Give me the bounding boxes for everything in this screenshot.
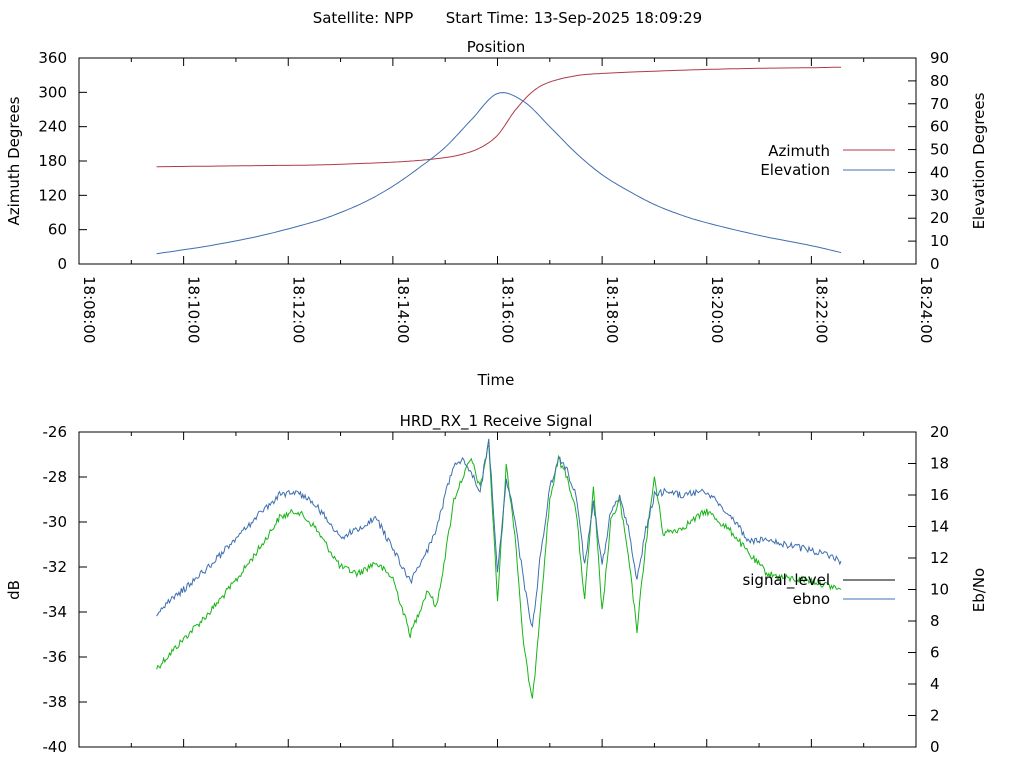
x-tick-label: 18:08:00: [80, 276, 98, 343]
y-tick-label: -40: [43, 738, 68, 756]
y-tick-label: -36: [43, 648, 68, 666]
y2-tick-label: 16: [930, 486, 949, 504]
signal-y-axis-label: dB: [5, 580, 23, 600]
satellite-label: Satellite: NPP: [313, 9, 414, 27]
x-tick-label: 18:10:00: [185, 276, 203, 343]
y2-tick-label: 6: [930, 644, 940, 662]
y2-tick-label: 90: [930, 49, 949, 67]
y2-tick-label: 50: [930, 141, 949, 159]
y2-tick-label: 20: [930, 209, 949, 227]
position-y2-axis-label: Elevation Degrees: [970, 92, 988, 229]
x-tick-label: 18:18:00: [603, 276, 621, 343]
y2-tick-label: 12: [930, 549, 949, 567]
position-title: Position: [467, 38, 525, 56]
y2-tick-label: 18: [930, 455, 949, 473]
y-tick-label: 300: [38, 83, 67, 101]
y-tick-label: -34: [43, 603, 68, 621]
legend-elevation-label: Elevation: [760, 161, 830, 179]
y2-tick-label: 10: [930, 232, 949, 250]
y2-tick-label: 60: [930, 118, 949, 136]
x-tick-label: 18:12:00: [289, 276, 307, 343]
signal-y2-axis-label: Eb/No: [970, 568, 988, 612]
y-tick-label: -32: [43, 558, 68, 576]
y2-tick-label: 70: [930, 95, 949, 113]
x-tick-label: 18:14:00: [394, 276, 412, 343]
legend-ebno-label: ebno: [793, 590, 830, 608]
series-line-azimuth: [156, 66, 841, 168]
y2-tick-label: 4: [930, 675, 940, 693]
y-tick-label: 180: [38, 152, 67, 170]
position-x-axis-label: Time: [477, 371, 515, 389]
series-line-ebno: [156, 438, 842, 629]
legend-signal-level-label: signal_level: [742, 571, 830, 590]
y-tick-label: 60: [48, 221, 67, 239]
signal-title: HRD_RX_1 Receive Signal: [400, 412, 593, 431]
y2-tick-label: 30: [930, 186, 949, 204]
y2-tick-label: 2: [930, 707, 940, 725]
position-legend: Azimuth Elevation: [760, 142, 895, 179]
y-tick-label: 0: [57, 255, 67, 273]
y2-tick-label: 10: [930, 581, 949, 599]
series-line-signal-level: [156, 444, 842, 699]
y2-tick-label: 8: [930, 612, 940, 630]
y-tick-label: -28: [43, 468, 68, 486]
y-tick-label: 360: [38, 49, 67, 67]
y2-tick-label: 40: [930, 163, 949, 181]
signal-legend: signal_level ebno: [742, 571, 895, 608]
series-line-elevation: [156, 92, 842, 255]
x-tick-label: 18:16:00: [499, 276, 517, 343]
x-tick-label: 18:24:00: [917, 276, 935, 343]
y-tick-label: 120: [38, 186, 67, 204]
y2-tick-label: 20: [930, 423, 949, 441]
signal-chart: HRD_RX_1 Receive Signal -40 -38 -36 -34 -32 -…: [5, 412, 988, 756]
y2-tick-label: 0: [930, 255, 940, 273]
y-tick-label: 240: [38, 118, 67, 136]
y-tick-label: -26: [43, 423, 68, 441]
y2-tick-label: 14: [930, 518, 949, 536]
y-tick-label: -30: [43, 513, 68, 531]
x-tick-label: 18:20:00: [708, 276, 726, 343]
position-y-axis-label: Azimuth Degrees: [5, 96, 23, 225]
legend-azimuth-label: Azimuth: [768, 142, 830, 160]
y2-tick-label: 80: [930, 72, 949, 90]
position-chart: Position 0 60 120 180 240 300 360 0 10 20 30 40 50 60…: [5, 38, 988, 389]
y2-tick-label: 0: [930, 738, 940, 756]
start-time-label: Start Time: 13-Sep-2025 18:09:29: [446, 9, 702, 27]
y-tick-label: -38: [43, 693, 68, 711]
x-tick-label: 18:22:00: [812, 276, 830, 343]
signal-plot-frame: [78, 431, 917, 748]
